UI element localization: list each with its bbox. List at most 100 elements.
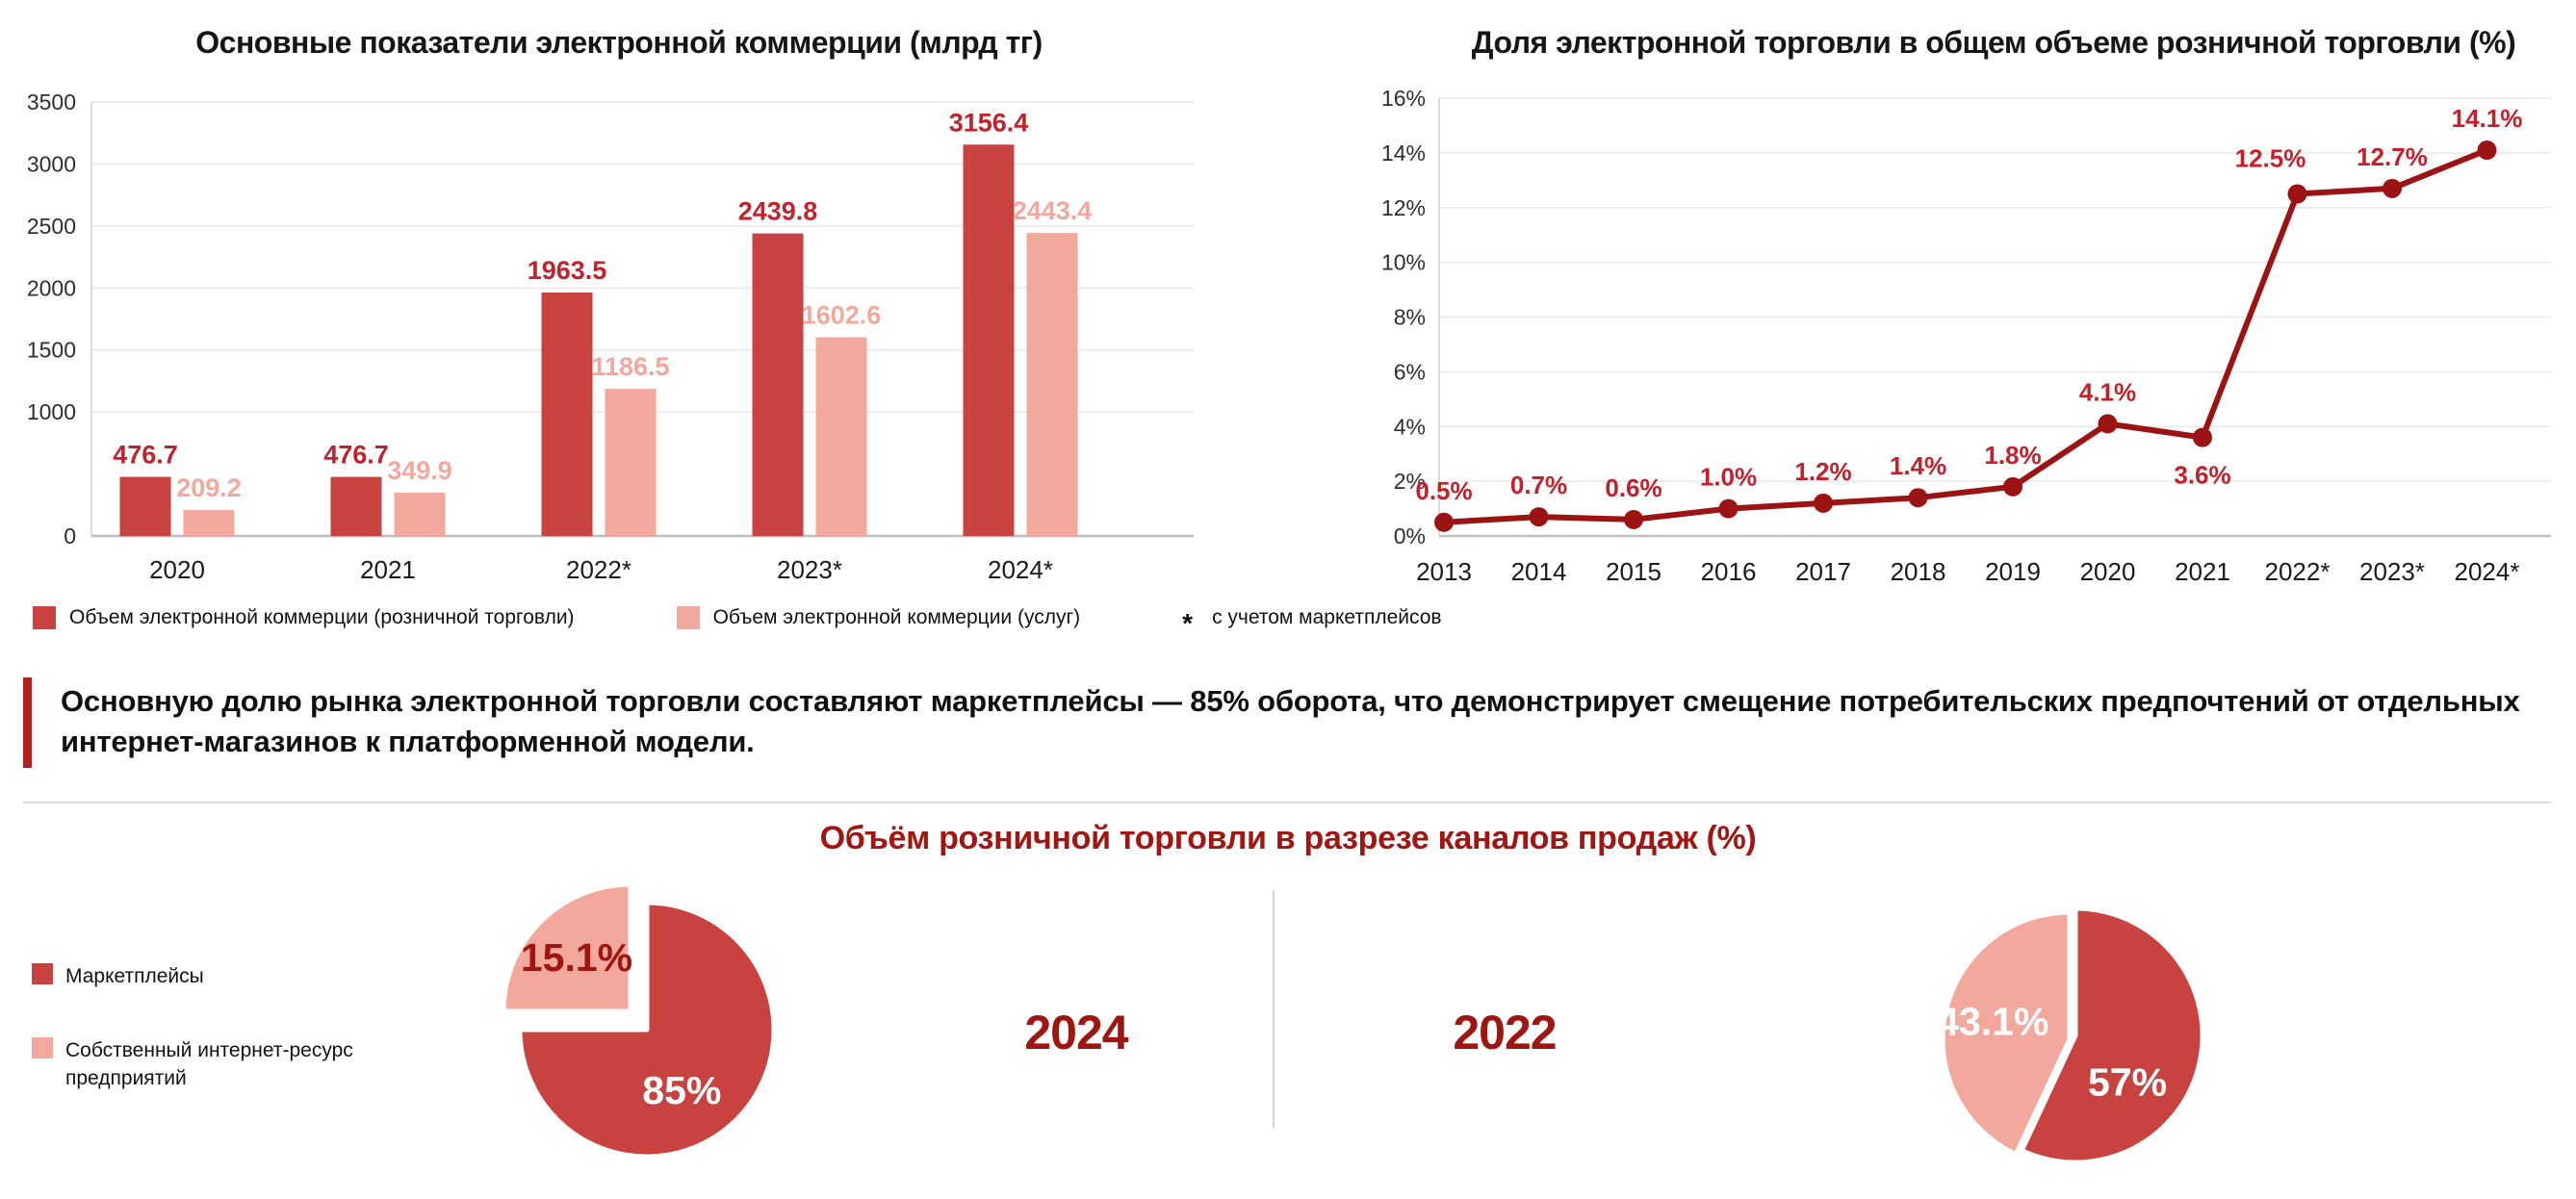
pie-legend-swatch-marketplaces [32, 963, 53, 984]
bar [605, 389, 657, 536]
x-tick-label: 2018 [1891, 557, 1946, 586]
data-point [2098, 414, 2118, 434]
x-tick-label: 2017 [1795, 557, 1851, 586]
pie-slice-label: 43.1% [1937, 1000, 2048, 1044]
x-tick-label: 2014 [1511, 557, 1567, 586]
bar-value-label: 2443.4 [1013, 196, 1093, 225]
point-label: 4.1% [2079, 377, 2136, 406]
bar [330, 476, 382, 536]
pie-slice-label: 85% [642, 1068, 721, 1112]
point-label: 1.2% [1794, 457, 1851, 486]
data-point [1908, 488, 1928, 508]
line-chart: 16% 14% 12% 10% 8% 6% 4% 2% 0% 0.5% 2013 0.7% 2014 0.… [1381, 86, 2551, 586]
point-label: 1.0% [1700, 463, 1757, 492]
bar-value-label: 1602.6 [802, 300, 882, 329]
y-tick-label: 1500 [27, 338, 76, 363]
x-tick-label: 2013 [1416, 557, 1472, 586]
bar [541, 292, 593, 536]
x-tick-label: 2021 [360, 555, 416, 584]
pie-chart-2022: 57% 43.1% [1937, 906, 2205, 1165]
pie-legend-label-own-resource: Собственный интернет-ресурс предприятий [65, 1039, 353, 1089]
y-tick-label: 0% [1394, 523, 1426, 548]
data-point [2003, 476, 2022, 497]
bar [815, 337, 867, 536]
bar-value-label: 1186.5 [591, 352, 669, 381]
x-tick-label: 2023* [2359, 557, 2425, 586]
bar [183, 510, 235, 536]
pie-legend-swatch-own-resource [32, 1037, 53, 1059]
bar [752, 233, 804, 536]
pie-year-label-2024: 2024 [1024, 1006, 1128, 1059]
point-label: 0.6% [1605, 473, 1662, 502]
x-tick-label: 2024* [988, 555, 1053, 584]
y-tick-label: 10% [1381, 250, 1426, 275]
data-point [2287, 184, 2307, 204]
pie-year-label-2022: 2022 [1453, 1006, 1557, 1059]
x-tick-label: 2024* [2455, 557, 2520, 586]
point-label: 12.7% [2357, 142, 2428, 171]
pie-slice [517, 900, 777, 1160]
y-tick-label: 1000 [27, 399, 76, 424]
pie-legend-item-own-resource: Собственный интернет-ресурс предприятий [32, 1036, 353, 1092]
data-point [2383, 178, 2402, 198]
pie-slice [2019, 906, 2205, 1165]
bar [394, 492, 446, 536]
pie-section-title: Объём розничной торговли в разрезе канал… [819, 820, 1757, 856]
x-tick-label: 2023* [777, 555, 842, 584]
data-point [1718, 498, 1739, 519]
bar-chart: 3500 3000 2500 2000 1500 1000 0 2020 476.7 209.2 2… [27, 89, 1194, 584]
bar-value-label: 476.7 [323, 441, 389, 470]
y-tick-label: 3500 [27, 89, 76, 115]
callout-text: Основную долю рынка электронной торговли… [61, 684, 2520, 758]
x-tick-label: 2022* [566, 555, 631, 584]
point-label: 14.1% [2452, 104, 2523, 133]
pie-legend: Маркетплейсы Собственный интернет-ресурс… [32, 962, 353, 1138]
legend-item-footnote: * с учетом маркетплейсов [1182, 606, 1441, 637]
legend-swatch-retail [33, 606, 56, 629]
y-tick-label: 4% [1394, 414, 1426, 439]
bar-value-label: 3156.4 [949, 108, 1029, 137]
horizontal-divider [23, 802, 2551, 804]
y-tick-label: 2500 [27, 214, 76, 239]
y-tick-label: 2000 [27, 275, 76, 300]
pie-chart-2024: 85% 15.1% [501, 881, 777, 1160]
pie-legend-label-marketplaces: Маркетплейсы [65, 965, 204, 987]
y-tick-label: 3000 [27, 151, 76, 176]
bar-value-label: 2439.8 [738, 197, 818, 226]
footnote-asterisk: * [1182, 608, 1194, 638]
callout-block: Основную долю рынка электронной торговли… [23, 677, 2563, 768]
bar-value-label: 349.9 [387, 456, 452, 485]
data-point [1624, 509, 1643, 529]
bar [1026, 233, 1078, 536]
data-point [1529, 507, 1549, 527]
vertical-divider [1273, 890, 1275, 1128]
y-tick-label: 0 [64, 523, 76, 548]
pie-slice [1940, 909, 2073, 1158]
pie-slice [501, 881, 633, 1014]
bar [119, 476, 171, 536]
y-tick-label: 12% [1381, 195, 1426, 220]
point-label: 1.8% [1984, 441, 2041, 470]
x-tick-label: 2022* [2265, 557, 2331, 586]
legend-label-services: Объем электронной коммерции (услуг) [712, 606, 1081, 628]
line-chart-title: Доля электронной торговли в общем объеме… [1471, 25, 2516, 60]
bar-value-label: 1963.5 [528, 256, 607, 285]
bar [963, 144, 1015, 536]
x-tick-label: 2019 [1985, 557, 2041, 586]
legend-swatch-services [676, 606, 700, 629]
x-tick-label: 2015 [1606, 557, 1662, 586]
x-tick-label: 2016 [1701, 557, 1757, 586]
point-label: 0.7% [1510, 471, 1567, 499]
pie-legend-item-marketplaces: Маркетплейсы [32, 962, 353, 990]
y-tick-label: 6% [1394, 359, 1426, 384]
y-tick-label: 8% [1394, 305, 1426, 330]
point-label: 3.6% [2174, 461, 2230, 490]
data-point [2193, 427, 2212, 447]
data-point [2477, 140, 2497, 161]
bar-chart-legend: Объем электронной коммерции (розничной т… [33, 606, 1442, 637]
point-label: 0.5% [1415, 476, 1472, 505]
y-tick-label: 2% [1394, 469, 1426, 494]
pie-slice-label: 57% [2088, 1060, 2167, 1105]
point-label: 1.4% [1890, 451, 1946, 480]
y-tick-label: 14% [1381, 140, 1426, 166]
